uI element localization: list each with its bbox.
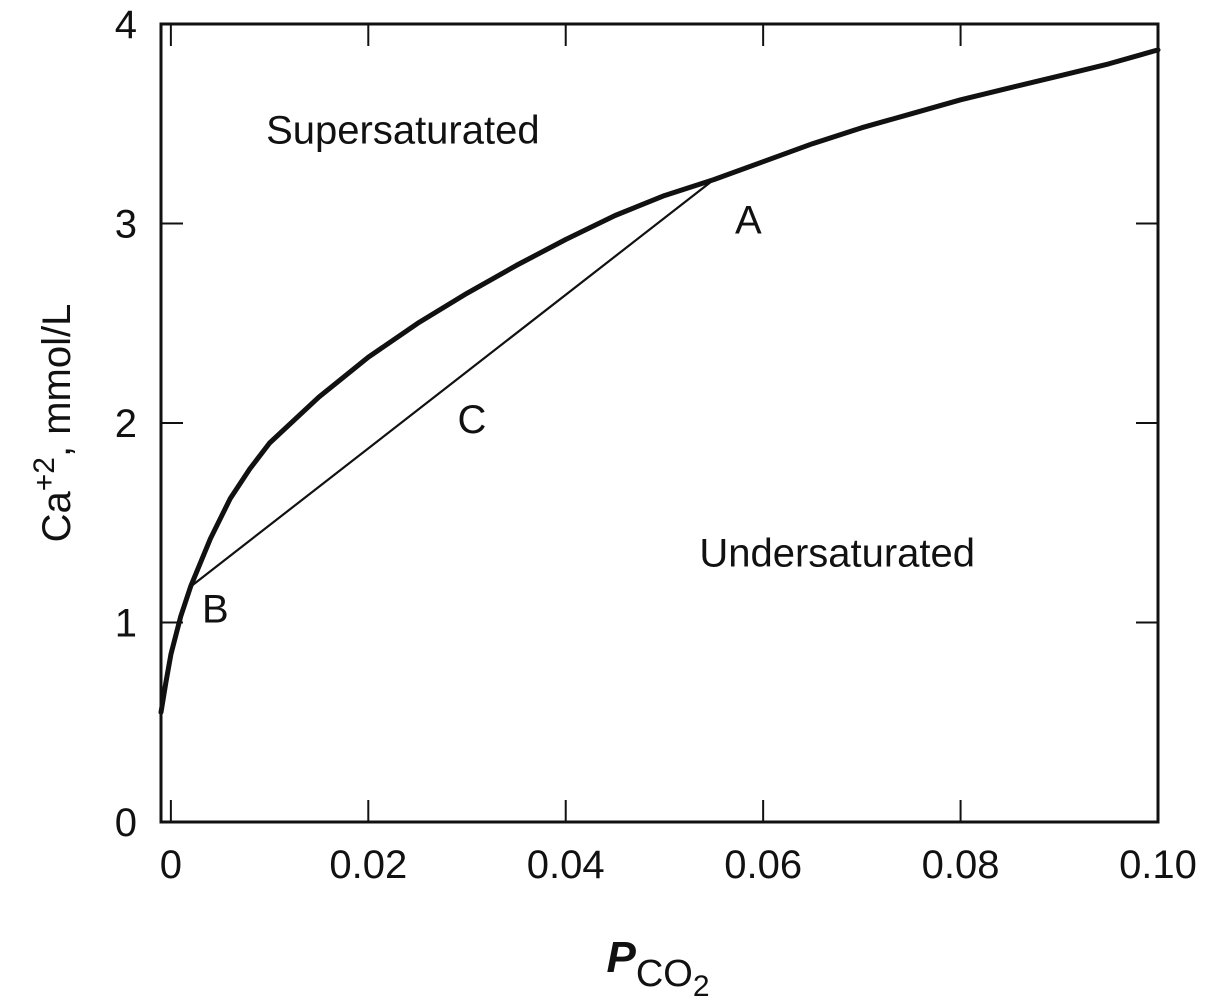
- x-tick-label: 0.02: [329, 843, 407, 887]
- y-axis-title: Ca+2, mmol/L: [28, 304, 79, 543]
- x-tick-label: 0.04: [527, 843, 605, 887]
- y-tick-label: 4: [115, 3, 137, 47]
- y-tick-label: 3: [115, 203, 137, 247]
- x-axis-title-symbol: P: [606, 933, 636, 982]
- mixing-line: [189, 178, 715, 588]
- point-label: A: [735, 198, 762, 242]
- saturation-curve: [158, 47, 1161, 715]
- axis-ticks: [161, 23, 1159, 823]
- y-tick-label: 1: [115, 602, 137, 646]
- x-axis-title-subscript: CO: [636, 953, 693, 995]
- y-tick-label: 2: [115, 402, 137, 446]
- y-tick-label: 0: [115, 801, 137, 845]
- x-axis-title-subscript2: 2: [693, 970, 710, 1003]
- region-label: Undersaturated: [699, 532, 975, 576]
- point-label: B: [202, 588, 229, 632]
- x-tick-label: 0: [160, 843, 182, 887]
- annotations-group: Supersaturated Undersaturated A B C: [202, 109, 975, 632]
- region-label: Supersaturated: [266, 109, 540, 153]
- y-axis-title-prefix: Ca: [35, 490, 79, 542]
- y-axis-title-superscript: +2: [28, 457, 61, 491]
- series-group: [158, 47, 1161, 715]
- x-axis-title: PCO2: [606, 933, 709, 1003]
- point-label: C: [458, 398, 487, 442]
- y-axis-title-suffix: , mmol/L: [35, 304, 79, 457]
- x-tick-label: 0.08: [922, 843, 1000, 887]
- axis-tick-labels: 0 0.02 0.04 0.06 0.08 0.10 0 1 2 3 4: [115, 3, 1197, 887]
- x-tick-label: 0.10: [1119, 843, 1197, 887]
- x-tick-label: 0.06: [724, 843, 802, 887]
